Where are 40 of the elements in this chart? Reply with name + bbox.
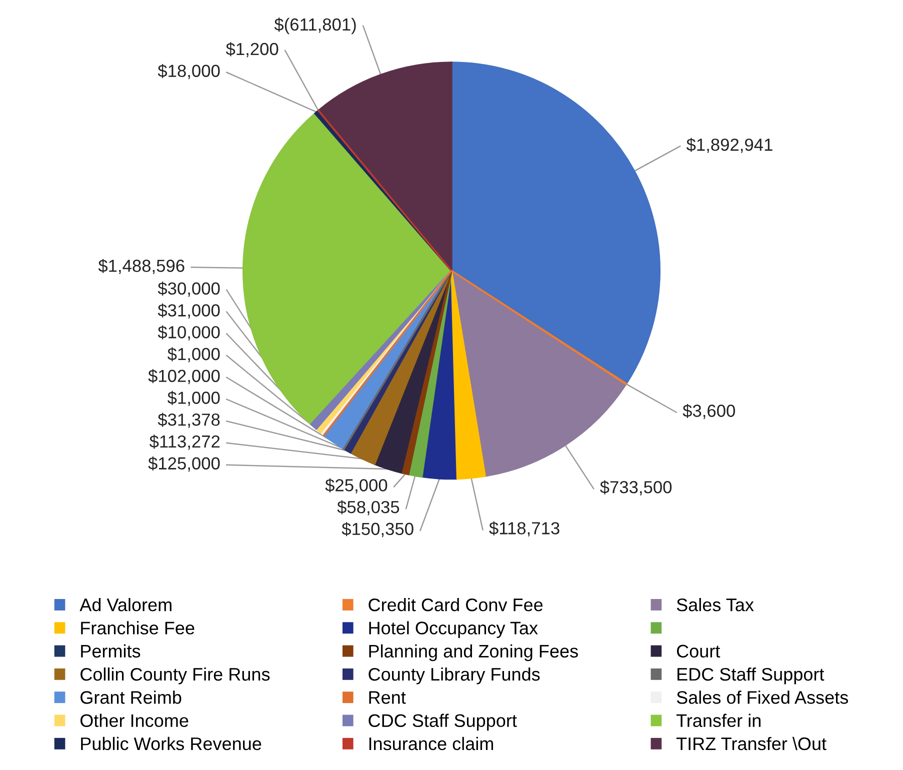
data-label: $31,000 [158,303,220,319]
legend-label: Court [676,644,720,658]
data-label: $150,350 [342,522,414,538]
legend-label: TIRZ Transfer \Out [676,736,826,750]
data-label: $1,200 [226,42,278,58]
legend-label: Credit Card Conv Fee [368,598,543,612]
legend-label: Sales of Fixed Assets [676,690,848,704]
legend-label: Other Income [80,714,188,728]
data-label: $1,000 [168,390,220,406]
data-label: $118,713 [489,521,560,536]
data-label: $58,035 [337,500,400,516]
legend-label: CDC Staff Support [368,714,517,731]
legend-label: Sales Tax [676,598,754,612]
legend-label: Planning and Zoning Fees [369,644,578,662]
data-label: $125,000 [148,456,220,472]
data-label: $18,000 [158,64,220,80]
legend-label: County Library Funds [368,667,540,684]
data-label: $3,600 [682,404,736,420]
data-label: $102,000 [148,369,220,384]
data-label: $(611,801) [274,18,356,34]
data-label: $1,488,596 [98,258,184,274]
legend-label: Grant Reimb [80,690,182,704]
legend-label: Collin County Fire Runs [80,667,270,684]
legend-label: Hotel Occupancy Tax [369,621,538,638]
data-label: $733,500 [600,480,672,496]
data-label: $25,000 [325,478,388,494]
legend-label: Transfer in [676,714,760,728]
data-label: $1,892,941 [686,138,772,153]
legend-label: Franchise Fee [81,621,194,634]
legend-label: Ad Valorem [80,598,172,612]
data-label: $10,000 [158,325,220,340]
legend-label: EDC Staff Support [678,667,824,684]
legend-label: Permits [81,644,140,658]
legend-label: Rent [369,691,406,704]
legend-label: Public Works Revenue [81,736,262,750]
legend-label: Insurance claim [369,736,494,750]
data-label: $113,272 [149,434,220,450]
data-label: $30,000 [158,282,220,297]
data-label: $31,378 [158,412,220,428]
data-label: $1,000 [168,347,220,362]
